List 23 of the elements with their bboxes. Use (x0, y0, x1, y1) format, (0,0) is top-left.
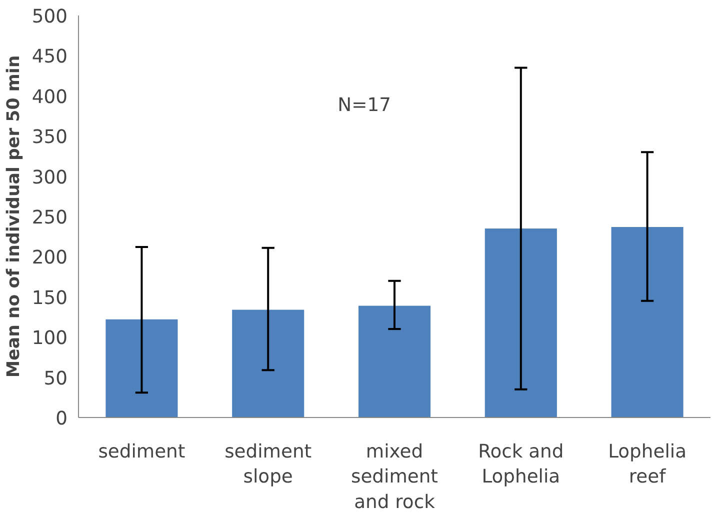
y-tick-label: 500 (32, 6, 68, 28)
y-tick-label: 350 (32, 127, 68, 148)
y-tick-label: 0 (56, 408, 68, 430)
x-tick-label: sediment slope (224, 442, 312, 488)
y-tick-label: 100 (32, 328, 68, 350)
y-tick-label: 450 (32, 46, 68, 68)
y-tick-label: 250 (32, 208, 68, 228)
y-tick-label: 300 (32, 167, 68, 188)
bar (611, 226, 684, 418)
bar (484, 228, 557, 418)
bar (232, 310, 304, 418)
y-tick-label: 200 (32, 248, 68, 269)
bar (358, 306, 431, 418)
y-tick-label: 400 (32, 86, 68, 108)
x-tick-label: mixed sediment and rock (350, 442, 438, 513)
x-tick-label: Lophelia reef (608, 442, 687, 488)
y-axis-title: Mean no of individual per 50 min (4, 55, 24, 378)
bar (106, 319, 178, 418)
y-tick-label: 150 (32, 288, 68, 309)
annotation: N=17 (338, 95, 391, 116)
x-tick-label: Rock and Lophelia (478, 442, 564, 488)
x-tick-label: sediment (98, 442, 186, 462)
y-tick-label: 50 (44, 368, 68, 390)
